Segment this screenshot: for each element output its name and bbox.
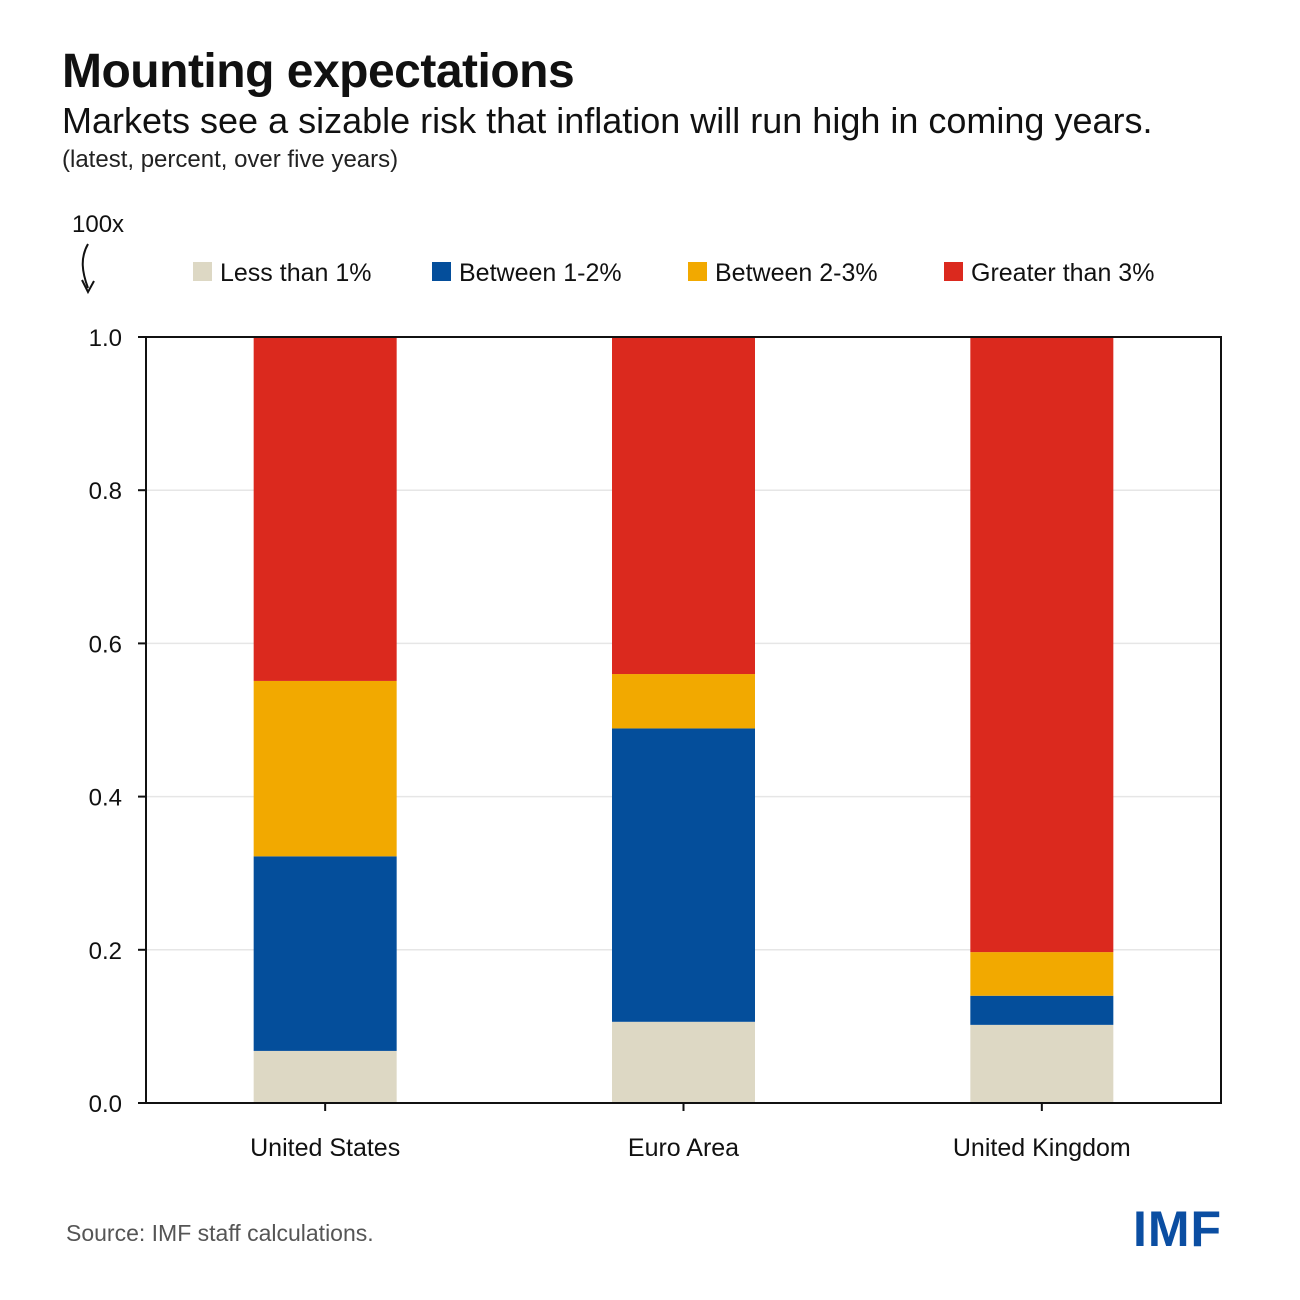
bar-segment bbox=[612, 674, 755, 729]
legend-label: Between 1-2% bbox=[459, 259, 622, 287]
legend-label: Greater than 3% bbox=[971, 259, 1154, 287]
chart-subtitle: Markets see a sizable risk that inflatio… bbox=[62, 100, 1153, 141]
y-axis-ticks: 0.0 0.2 0.4 0.6 0.8 1.0 bbox=[89, 325, 146, 1118]
multiplier-arrow-icon bbox=[81, 243, 89, 289]
bar-segment bbox=[970, 337, 1114, 953]
x-category-label: Euro Area bbox=[628, 1134, 739, 1162]
legend-swatch bbox=[193, 262, 212, 281]
x-axis-labels: United States Euro Area United Kingdom bbox=[250, 1103, 1131, 1162]
legend-swatch bbox=[688, 262, 707, 281]
legend: Less than 1% Between 1-2% Between 2-3% Grea… bbox=[193, 259, 1154, 287]
legend-label: Between 2-3% bbox=[715, 259, 878, 287]
x-category-label: United Kingdom bbox=[953, 1134, 1131, 1162]
chart-note: (latest, percent, over five years) bbox=[62, 146, 399, 173]
multiplier-arrow-head bbox=[81, 279, 95, 295]
bar-segment bbox=[970, 995, 1114, 1025]
y-tick-label: 0.6 bbox=[89, 631, 122, 658]
bar-segment bbox=[253, 337, 397, 681]
y-multiplier-label: 100x bbox=[72, 211, 124, 238]
y-tick-label: 1.0 bbox=[89, 325, 122, 352]
imf-logo: IMF bbox=[1133, 1201, 1223, 1257]
y-tick-label: 0.0 bbox=[89, 1091, 122, 1118]
bar-segment bbox=[612, 337, 755, 675]
legend-label: Less than 1% bbox=[220, 259, 372, 287]
bar-segment bbox=[612, 1021, 755, 1103]
y-tick-label: 0.8 bbox=[89, 478, 122, 505]
bar-segment bbox=[253, 856, 397, 1051]
bar-segment bbox=[253, 1050, 397, 1103]
bar-segment bbox=[970, 952, 1114, 996]
bar-segment bbox=[253, 680, 397, 857]
legend-swatch bbox=[432, 262, 451, 281]
bar-segment bbox=[970, 1024, 1114, 1103]
bars bbox=[253, 337, 1114, 1103]
y-tick-label: 0.4 bbox=[89, 785, 122, 812]
source-note: Source: IMF staff calculations. bbox=[66, 1220, 374, 1246]
legend-swatch bbox=[944, 262, 963, 281]
y-tick-label: 0.2 bbox=[89, 938, 122, 965]
bar-segment bbox=[612, 728, 755, 1022]
x-category-label: United States bbox=[250, 1134, 400, 1162]
chart-title: Mounting expectations bbox=[62, 45, 575, 98]
